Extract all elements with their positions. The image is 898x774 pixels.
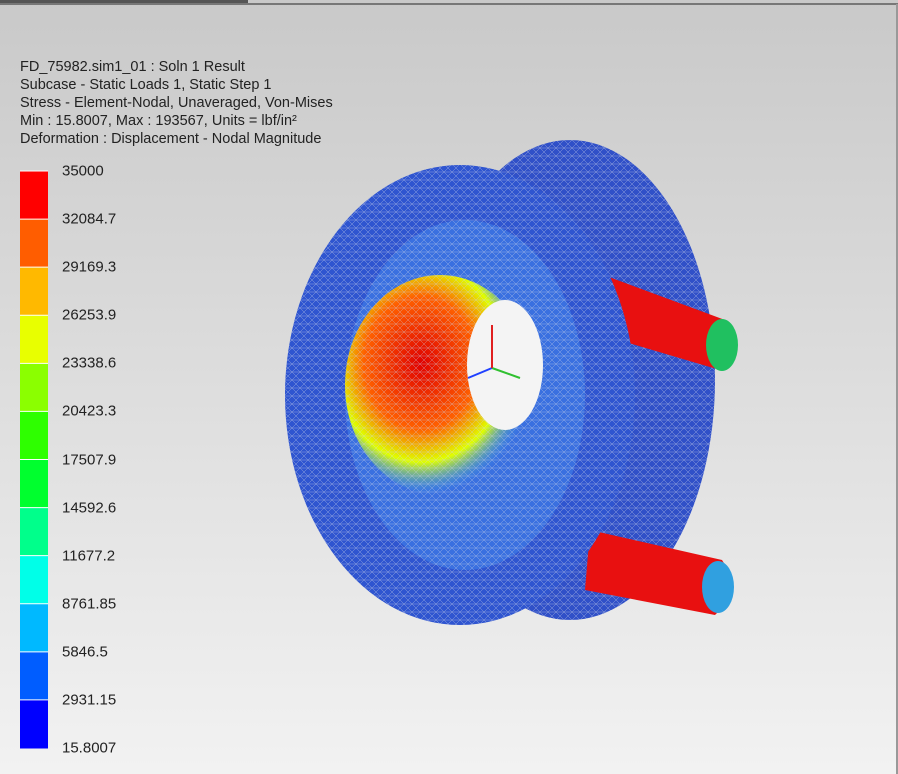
legend-label: 29169.3	[62, 258, 117, 276]
legend-band	[20, 699, 48, 749]
color-legend	[20, 170, 48, 749]
legend-band	[20, 411, 48, 460]
legend-label: 35000	[62, 162, 104, 180]
pipe-lower	[585, 530, 731, 615]
legend-band	[20, 651, 48, 701]
right-border	[896, 4, 898, 774]
pipe-upper-end	[706, 319, 738, 371]
legend-band	[20, 507, 48, 557]
legend-band	[20, 555, 48, 605]
mesh	[285, 165, 635, 625]
header-line: Stress - Element-Nodal, Unaveraged, Von-…	[20, 95, 333, 111]
legend-label: 5846.5	[62, 643, 108, 661]
pipe-upper	[585, 270, 734, 370]
legend-label: 8761.85	[62, 595, 117, 613]
legend-label: 20423.3	[62, 402, 117, 420]
header-line: Subcase - Static Loads 1, Static Step 1	[20, 77, 272, 93]
legend-label: 17507.9	[62, 451, 117, 468]
model	[285, 140, 738, 625]
legend-band	[20, 603, 48, 653]
legend-label: 15.8007	[62, 739, 117, 757]
top-border	[0, 3, 898, 5]
axis-y	[491, 367, 521, 379]
legend-label: 14592.6	[62, 499, 117, 517]
bore	[467, 300, 543, 430]
legend-label: 26253.9	[62, 306, 117, 324]
pipe-lower-end	[702, 561, 734, 613]
header-line: Min : 15.8007, Max : 193567, Units = lbf…	[20, 113, 297, 129]
legend-band	[20, 315, 48, 364]
legend-label: 32084.7	[62, 210, 117, 228]
legend-band	[20, 171, 48, 220]
header-line: Deformation : Displacement - Nodal Magni…	[20, 131, 322, 147]
legend-label: 11677.2	[62, 547, 116, 565]
legend-band	[20, 219, 48, 268]
legend-band	[20, 459, 48, 509]
legend-label: 23338.6	[62, 354, 117, 372]
legend-band	[20, 267, 48, 316]
legend-label: 2931.15	[62, 691, 117, 709]
header-line: FD_75982.sim1_01 : Soln 1 Result	[20, 59, 245, 75]
legend-band	[20, 363, 48, 412]
axis-x	[467, 367, 493, 379]
tab[interactable]	[0, 0, 248, 4]
